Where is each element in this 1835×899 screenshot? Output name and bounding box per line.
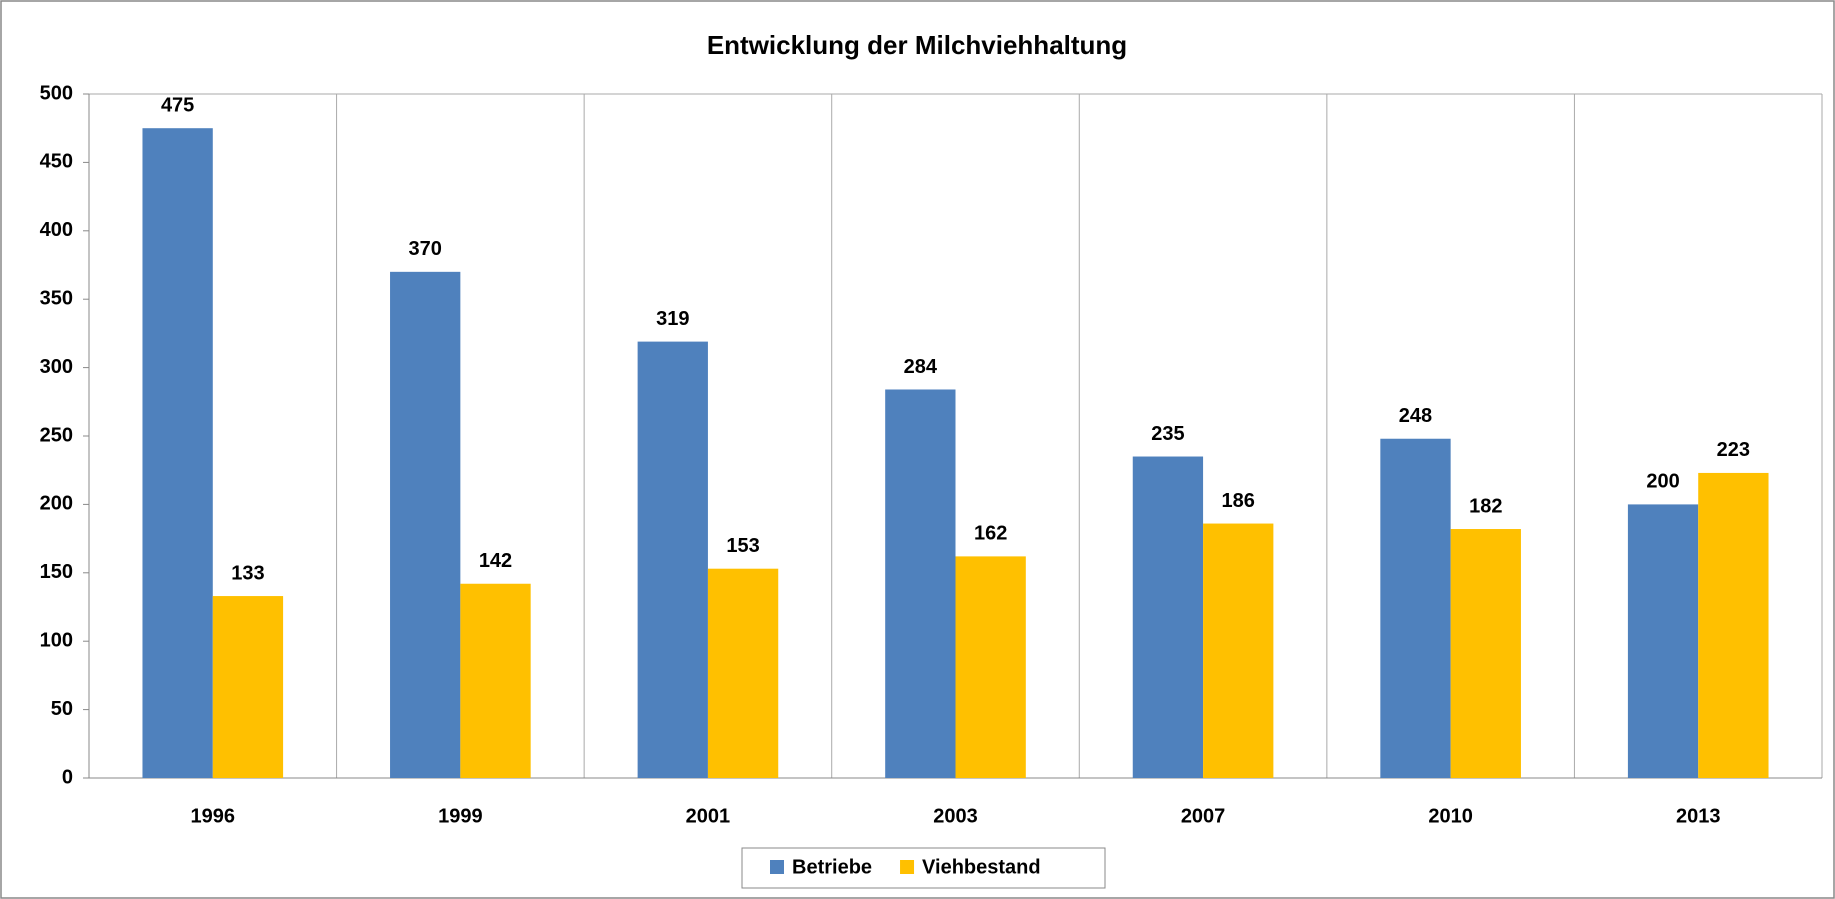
value-label: 182 bbox=[1469, 495, 1502, 517]
y-tick-label: 200 bbox=[40, 493, 73, 515]
y-tick-label: 350 bbox=[40, 287, 73, 309]
bar bbox=[390, 271, 461, 778]
legend-label: Viehbestand bbox=[922, 856, 1041, 878]
value-label: 475 bbox=[161, 94, 194, 116]
x-tick-label: 2007 bbox=[1181, 805, 1226, 827]
value-label: 133 bbox=[231, 562, 264, 584]
value-label: 223 bbox=[1717, 439, 1750, 461]
y-tick-label: 50 bbox=[51, 698, 73, 720]
bar bbox=[1132, 456, 1204, 778]
value-label: 248 bbox=[1399, 405, 1432, 427]
chart-title: Entwicklung der Milchviehhaltung bbox=[707, 30, 1127, 60]
bar bbox=[955, 556, 1026, 778]
x-tick-label: 2013 bbox=[1676, 805, 1721, 827]
y-tick-label: 500 bbox=[40, 82, 73, 104]
bar bbox=[212, 596, 284, 778]
bar bbox=[1203, 523, 1274, 778]
bar bbox=[1380, 438, 1451, 778]
value-label: 142 bbox=[479, 550, 512, 572]
value-label: 235 bbox=[1151, 423, 1184, 445]
x-tick-label: 2003 bbox=[933, 805, 978, 827]
bar bbox=[142, 128, 213, 778]
bar bbox=[1450, 529, 1521, 778]
x-tick-label: 1996 bbox=[191, 805, 236, 827]
y-tick-label: 400 bbox=[40, 219, 73, 241]
x-tick-label: 2001 bbox=[686, 805, 731, 827]
bar bbox=[707, 568, 779, 778]
value-label: 319 bbox=[656, 308, 689, 330]
value-label: 284 bbox=[904, 356, 938, 378]
bar bbox=[460, 583, 531, 778]
x-tick-label: 2010 bbox=[1428, 805, 1473, 827]
bar bbox=[637, 341, 708, 778]
y-tick-label: 300 bbox=[40, 356, 73, 378]
value-label: 200 bbox=[1646, 471, 1679, 493]
value-label: 162 bbox=[974, 523, 1007, 545]
bar bbox=[1698, 472, 1769, 778]
y-tick-label: 100 bbox=[40, 629, 73, 651]
value-label: 370 bbox=[409, 238, 442, 260]
y-tick-label: 0 bbox=[62, 766, 73, 788]
value-label: 186 bbox=[1222, 490, 1255, 512]
y-tick-label: 150 bbox=[40, 561, 73, 583]
x-tick-label: 1999 bbox=[438, 805, 483, 827]
legend-box bbox=[741, 847, 1106, 889]
legend-swatch bbox=[900, 860, 915, 874]
bar bbox=[1627, 504, 1699, 778]
y-tick-label: 250 bbox=[40, 424, 73, 446]
legend-label: Betriebe bbox=[792, 856, 872, 878]
y-tick-label: 450 bbox=[40, 151, 73, 173]
legend-swatch bbox=[770, 860, 784, 874]
value-label: 153 bbox=[726, 535, 759, 557]
bar bbox=[885, 389, 956, 778]
